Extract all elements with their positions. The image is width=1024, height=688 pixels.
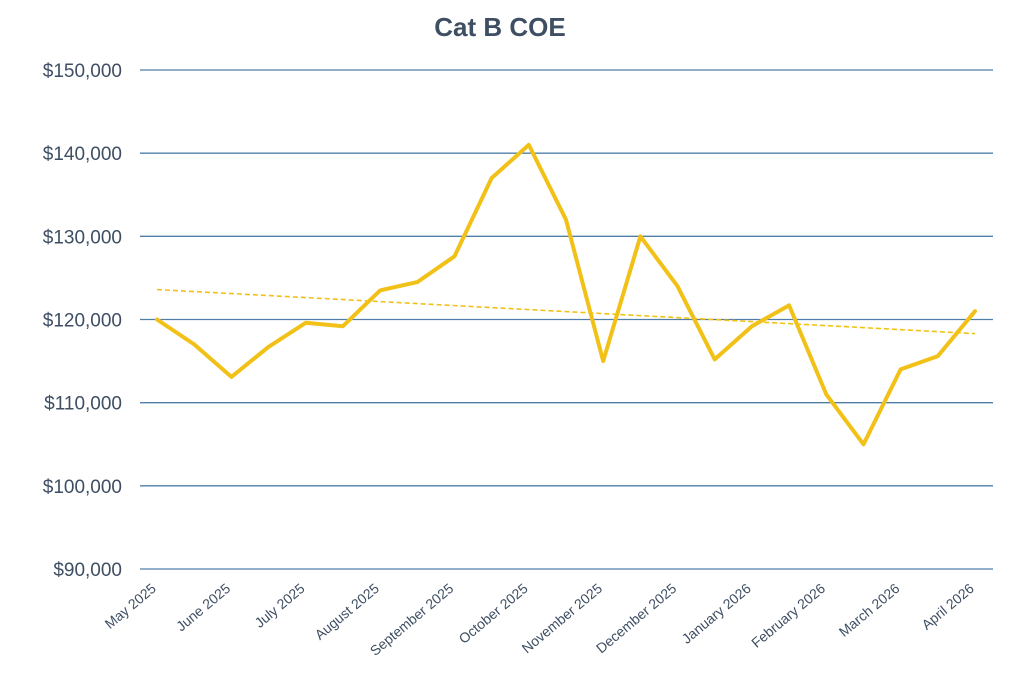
x-tick-label: December 2025 — [593, 580, 680, 656]
x-tick-label: March 2026 — [836, 580, 903, 640]
x-tick-label: February 2026 — [748, 580, 828, 651]
y-tick-label: $150,000 — [43, 61, 122, 82]
x-tick-label: January 2026 — [679, 580, 754, 647]
trendline — [157, 290, 975, 334]
x-tick-label: October 2025 — [455, 580, 530, 647]
y-tick-label: $110,000 — [44, 394, 122, 415]
chart-title: Cat B COE — [0, 12, 1000, 43]
y-tick-label: $130,000 — [43, 227, 122, 248]
x-tick-label: August 2025 — [312, 580, 383, 643]
x-tick-label: July 2025 — [251, 580, 307, 631]
x-tick-label: May 2025 — [102, 580, 160, 632]
series-line — [157, 145, 975, 444]
x-tick-label: April 2026 — [918, 580, 977, 633]
y-tick-label: $120,000 — [43, 311, 122, 332]
y-tick-label: $140,000 — [43, 144, 122, 165]
y-tick-label: $100,000 — [43, 477, 122, 498]
x-tick-label: June 2025 — [173, 580, 234, 634]
y-tick-label: $90,000 — [53, 560, 122, 581]
